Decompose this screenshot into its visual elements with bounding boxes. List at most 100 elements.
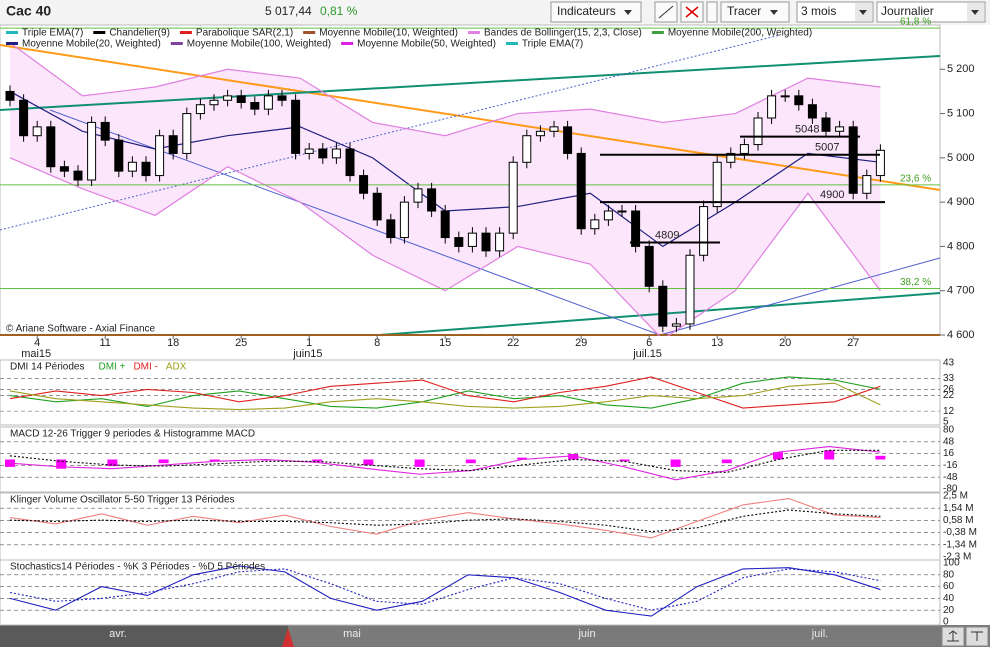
histogram-bar bbox=[721, 459, 732, 464]
candle bbox=[875, 149, 885, 177]
candle bbox=[767, 95, 777, 119]
indicator-line bbox=[9, 376, 881, 409]
interval-label: Journalier bbox=[881, 4, 934, 18]
candle bbox=[372, 192, 382, 221]
panel-title: Klinger Volume Oscillator 5-50 Trigger 1… bbox=[10, 495, 235, 506]
legend-swatch bbox=[170, 42, 183, 45]
scroll-button[interactable] bbox=[965, 626, 989, 647]
histogram-bar bbox=[363, 459, 374, 466]
indicator-line bbox=[9, 376, 881, 409]
fib-label: 23,6 % bbox=[900, 174, 931, 185]
candle bbox=[141, 161, 151, 177]
x-tick-label: 20 bbox=[779, 337, 791, 349]
y-tick-label: 2,5 M bbox=[943, 491, 968, 502]
candle bbox=[862, 175, 872, 194]
candle bbox=[603, 210, 613, 221]
candle bbox=[318, 148, 328, 159]
interval-select[interactable]: Journalier bbox=[876, 1, 986, 23]
x-tick-label: 4 bbox=[34, 337, 40, 349]
y-tick-label: 40 bbox=[943, 593, 955, 604]
candle bbox=[522, 135, 532, 163]
candle bbox=[794, 95, 804, 106]
candle bbox=[699, 206, 709, 256]
y-tick-label: 80 bbox=[943, 425, 955, 436]
legend-swatch bbox=[341, 42, 354, 45]
y-tick-label: 16 bbox=[943, 448, 955, 459]
histogram-bar bbox=[568, 453, 579, 460]
candle bbox=[481, 232, 491, 252]
candle bbox=[331, 148, 341, 159]
candle bbox=[250, 102, 260, 110]
navigator-label: mai bbox=[343, 628, 361, 640]
candle bbox=[726, 152, 736, 163]
y-tick-label: -0,38 M bbox=[943, 527, 977, 538]
y-tick-label: 5 bbox=[943, 417, 949, 428]
candle bbox=[87, 121, 97, 181]
legend-swatch bbox=[467, 31, 480, 34]
y-tick-label: 20 bbox=[943, 605, 955, 616]
histogram-bar bbox=[619, 459, 630, 462]
histogram-bar bbox=[824, 450, 835, 460]
legend-swatch bbox=[6, 31, 18, 34]
histogram-bar bbox=[312, 459, 323, 462]
legend-swatch bbox=[179, 31, 192, 34]
tool-line[interactable] bbox=[654, 1, 678, 23]
draw-label: Tracer bbox=[727, 4, 761, 18]
candle bbox=[155, 135, 165, 177]
candle bbox=[549, 126, 559, 132]
y-tick-label: 5 000 bbox=[947, 152, 975, 164]
candle bbox=[563, 126, 573, 154]
level-label: 4809 bbox=[655, 229, 679, 241]
x-tick-label: 6 bbox=[646, 337, 652, 349]
candle bbox=[127, 161, 137, 172]
y-tick-label: 80 bbox=[943, 569, 955, 580]
histogram-bar bbox=[56, 459, 67, 469]
legend-swatch bbox=[93, 31, 106, 34]
candle bbox=[168, 135, 178, 154]
candle bbox=[712, 161, 722, 208]
y-tick-label: 4 800 bbox=[947, 240, 975, 252]
navigator-label: juil. bbox=[811, 628, 829, 640]
navigator-out bbox=[0, 625, 288, 647]
candle bbox=[5, 90, 15, 101]
histogram-bar bbox=[107, 459, 118, 467]
zoom-button[interactable] bbox=[941, 626, 965, 647]
tool-delete[interactable] bbox=[680, 1, 704, 23]
indicator-line bbox=[9, 449, 881, 473]
indicators-button[interactable]: Indicateurs bbox=[550, 1, 642, 23]
histogram-bar bbox=[517, 457, 527, 460]
y-tick-label: 100 bbox=[943, 558, 960, 569]
period-select[interactable]: 3 mois bbox=[796, 1, 874, 23]
y-tick-label: 22 bbox=[943, 390, 955, 401]
navigator-handle[interactable] bbox=[282, 628, 294, 647]
panel-legend: DMI - bbox=[133, 362, 157, 373]
candle bbox=[848, 126, 858, 194]
legend-entry: Triple EMA(7) bbox=[22, 28, 83, 39]
candle bbox=[807, 104, 817, 119]
candle bbox=[359, 175, 369, 194]
histogram-bar bbox=[414, 459, 425, 467]
histogram-bar bbox=[670, 459, 681, 467]
period-label: 3 mois bbox=[801, 4, 836, 18]
y-tick-label: 5 100 bbox=[947, 107, 975, 119]
draw-button[interactable]: Tracer bbox=[720, 1, 790, 23]
overlay-line bbox=[9, 157, 881, 341]
navigator-label: juin bbox=[577, 628, 595, 640]
candle bbox=[304, 148, 314, 154]
legend-entry: Moyenne Mobile(100, Weighted) bbox=[187, 39, 331, 50]
candle bbox=[345, 148, 355, 177]
histogram-bar bbox=[209, 459, 220, 462]
panel-title: MACD 12-26 Trigger 9 periodes & Histogra… bbox=[10, 429, 255, 440]
overlay-line bbox=[9, 42, 881, 137]
y-tick-label: -2,3 M bbox=[943, 552, 971, 563]
price: 5 017,44 bbox=[265, 4, 312, 18]
candle bbox=[223, 95, 233, 101]
candle bbox=[821, 117, 831, 132]
legend-entry: Chandelier(9) bbox=[109, 28, 170, 39]
candle bbox=[236, 95, 246, 103]
x-tick-label: 27 bbox=[847, 337, 859, 349]
candle bbox=[209, 99, 219, 106]
legend-entry: Parabolique SAR(2,1) bbox=[196, 28, 293, 39]
tool-trend[interactable] bbox=[706, 1, 718, 23]
